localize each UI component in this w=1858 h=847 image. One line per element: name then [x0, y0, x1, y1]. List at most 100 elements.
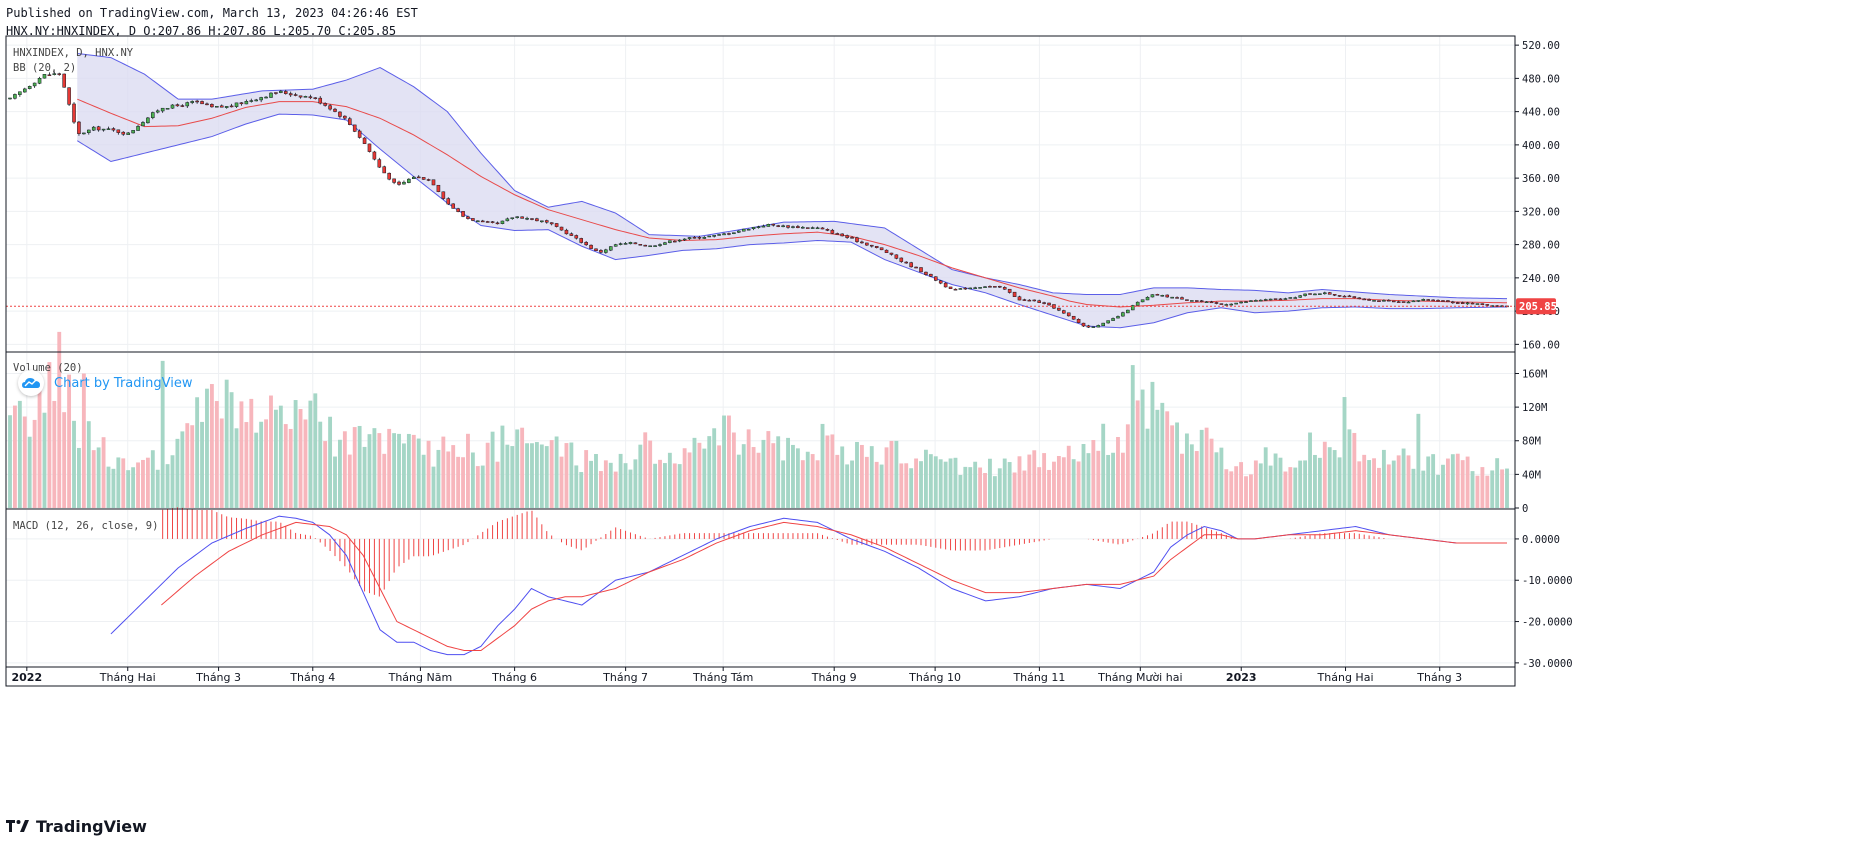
- candle: [830, 228, 835, 234]
- plot-border: [5, 35, 1516, 687]
- volume-bar-up: [663, 463, 667, 508]
- candle: [737, 230, 741, 234]
- candle: [604, 248, 608, 254]
- volume-bar-down: [830, 434, 835, 508]
- candle-body-down: [874, 245, 879, 248]
- candle-body-down: [884, 249, 889, 253]
- volume-bar-down: [1194, 451, 1199, 508]
- candle-body-up: [618, 243, 623, 245]
- candle: [1303, 293, 1307, 297]
- candle: [279, 89, 283, 94]
- candle: [1288, 297, 1293, 299]
- candle-body-down: [62, 73, 66, 88]
- candle: [347, 116, 352, 126]
- candle-body-down: [195, 100, 199, 103]
- volume-bar-down: [387, 428, 392, 508]
- candle-body-up: [1303, 293, 1307, 296]
- candle: [884, 249, 889, 253]
- volume-bar-up: [116, 457, 121, 508]
- volume-bar-down: [1322, 441, 1327, 508]
- time-axis-tick-label: Tháng 3: [1416, 671, 1462, 684]
- candle: [471, 218, 475, 222]
- volume-bar-down: [1116, 437, 1120, 508]
- candle: [786, 225, 790, 229]
- candle-body-down: [830, 229, 835, 234]
- candle-body-up: [1372, 300, 1376, 302]
- volume-bar-up: [490, 431, 495, 508]
- volume-bar-up: [1219, 447, 1224, 508]
- candle-body-down: [367, 143, 372, 152]
- candle-body-up: [259, 97, 263, 101]
- volume-bar-down: [731, 432, 736, 508]
- candle-body-down: [1342, 295, 1347, 298]
- candle: [929, 273, 933, 277]
- volume-bar-down: [377, 433, 382, 508]
- volume-bar-up: [155, 469, 160, 508]
- candle-body-up: [653, 245, 657, 247]
- candle-body-up: [658, 244, 662, 246]
- macd-line: [110, 515, 1507, 656]
- volume-bar-down: [67, 374, 72, 508]
- candle-body-up: [1116, 316, 1120, 319]
- candle-body-up: [1244, 301, 1248, 303]
- candle-body-down: [1022, 299, 1027, 301]
- tradingview-footer-logo[interactable]: TradingView: [6, 817, 147, 836]
- candle-body-down: [57, 73, 62, 75]
- candle-body-down: [1185, 299, 1189, 301]
- volume-bar-up: [357, 425, 362, 508]
- candle: [1214, 301, 1219, 305]
- candle: [77, 120, 81, 136]
- candle-body-down: [1007, 288, 1012, 293]
- time-axis-tick-label: Tháng 6: [491, 671, 537, 684]
- candle: [249, 98, 254, 103]
- candle-body-up: [101, 128, 106, 131]
- time-axis-tick-label: Tháng Mười hai: [1097, 671, 1182, 684]
- candle: [1254, 299, 1258, 302]
- candle-body-up: [1096, 325, 1101, 328]
- candle: [1426, 299, 1430, 301]
- candle: [1455, 301, 1460, 304]
- candle-body-up: [269, 92, 273, 98]
- volume-bar-up: [1214, 452, 1219, 508]
- volume-bar-up: [554, 436, 559, 508]
- candle-body-up: [791, 226, 795, 228]
- candle: [869, 244, 874, 248]
- candle: [1293, 296, 1298, 299]
- candle-body-up: [224, 106, 229, 108]
- candle: [1298, 294, 1302, 298]
- tradingview-cloud-icon: [18, 370, 44, 396]
- candle-body-up: [1288, 297, 1293, 299]
- volume-bar-up: [638, 444, 643, 508]
- candle-body-down: [1002, 287, 1007, 290]
- candle: [554, 223, 559, 228]
- volume-bar-down: [352, 427, 357, 508]
- candle: [352, 124, 357, 133]
- chart-by-tradingview-watermark[interactable]: Chart by TradingView: [18, 370, 192, 396]
- candle-body-up: [1298, 295, 1302, 298]
- candle-body-up: [1111, 318, 1115, 321]
- volume-bar-up: [106, 466, 111, 508]
- candle: [998, 285, 1002, 288]
- candle: [412, 176, 416, 180]
- volume-bar-down: [1460, 460, 1465, 508]
- volume-bar-up: [392, 433, 397, 508]
- price-axis-tick-label: 520.00: [1522, 40, 1560, 52]
- ohlc-header: HNX.NY:HNXINDEX, D O:207.86 H:207.86 L:2…: [6, 24, 397, 38]
- candle-body-down: [933, 276, 938, 281]
- volume-bar-up: [1495, 458, 1500, 508]
- volume-bar-down: [978, 467, 983, 508]
- volume-bar-up: [77, 447, 81, 508]
- candle: [1135, 301, 1140, 306]
- volume-bar-down: [1406, 455, 1411, 508]
- candle-body-up: [746, 228, 751, 231]
- candle-body-down: [1017, 296, 1022, 301]
- volume-bar-down: [874, 461, 879, 508]
- candle: [392, 178, 396, 185]
- candle-body-down: [1278, 298, 1283, 301]
- candle: [1411, 300, 1416, 303]
- volume-bar-up: [953, 457, 958, 508]
- volume-bar-down: [825, 435, 830, 508]
- candle: [160, 107, 165, 113]
- candle-body-down: [1175, 297, 1179, 299]
- candle: [215, 105, 219, 108]
